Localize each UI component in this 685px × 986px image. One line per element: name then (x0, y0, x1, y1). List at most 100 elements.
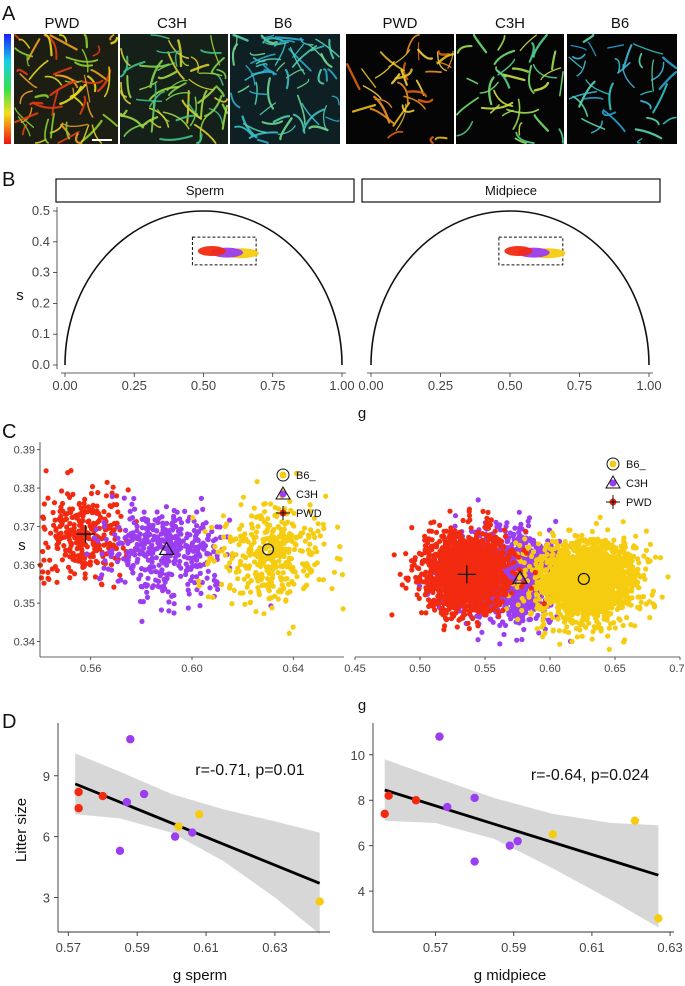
point-b6 (281, 553, 287, 560)
sperm-cell (296, 78, 310, 89)
point-b6 (637, 574, 643, 580)
point-pwd (111, 502, 117, 508)
point-b6 (556, 628, 563, 634)
point-b6 (268, 501, 274, 507)
sperm-cell (167, 82, 187, 97)
point-c3h (161, 558, 168, 565)
point-b6 (665, 574, 671, 580)
cluster-pwd (504, 246, 533, 257)
sperm-cell (479, 81, 499, 94)
sperm-cell (234, 34, 238, 50)
point-b6 (277, 574, 284, 580)
point-c3h (189, 563, 196, 570)
point-b6 (521, 560, 527, 566)
point-b6 (282, 537, 288, 543)
point-b6 (643, 566, 649, 572)
point-b6 (269, 575, 276, 581)
sperm-cell (200, 49, 222, 54)
point-c3h (227, 517, 233, 523)
point-b6 (229, 601, 235, 607)
sperm-cell (91, 124, 103, 144)
point-b6 (642, 576, 648, 582)
point-c3h (209, 528, 215, 535)
point-pwd (64, 524, 70, 530)
point-b6 (320, 521, 326, 528)
sperm-cell (190, 63, 210, 72)
point-b6 (650, 588, 657, 594)
point-b6 (335, 524, 341, 530)
point-b6 (554, 604, 561, 611)
point-b6 (248, 521, 255, 527)
point-c3h (516, 529, 522, 536)
sperm-cell (152, 82, 157, 116)
sperm-cell (658, 71, 678, 91)
point-pwd (95, 490, 101, 496)
sperm-cell (221, 104, 229, 130)
point-c3h (171, 546, 177, 552)
point-c3h (162, 579, 168, 585)
sperm-cell (197, 86, 216, 104)
point-b6 (266, 583, 272, 590)
point-b6 (239, 522, 245, 529)
point-pwd (79, 517, 85, 524)
point-c3h (178, 531, 184, 537)
sperm-cell (568, 90, 598, 100)
sperm-cell (662, 116, 677, 125)
point-b6 (548, 560, 555, 566)
x-tick-label: 0.75 (567, 378, 592, 393)
point-b6 (212, 543, 218, 550)
point-pwd (110, 484, 116, 490)
point-pwd (93, 510, 100, 516)
point-b6 (301, 525, 308, 531)
point-c3h (186, 591, 192, 597)
sperm-cell (80, 119, 103, 143)
point-pwd (76, 558, 82, 564)
sperm-cell (237, 85, 250, 93)
point-c3h (122, 579, 128, 585)
sperm-cell (242, 122, 267, 133)
point-pwd (59, 557, 65, 563)
centroid-b6 (261, 543, 275, 556)
point-c3h (150, 537, 156, 543)
point-b6 (265, 576, 271, 582)
point-b6 (262, 501, 268, 507)
point-pwd (87, 523, 93, 529)
sperm-cell (493, 89, 514, 107)
point-b6 (545, 541, 551, 547)
point-b6 (190, 515, 196, 521)
point-pwd (45, 544, 51, 550)
point-b6 (582, 545, 588, 551)
sperm-cell (14, 47, 34, 58)
point-pwd (85, 519, 91, 525)
point-b6 (528, 610, 535, 616)
panel-label-b: B (2, 169, 15, 191)
point-pwd (70, 491, 76, 497)
point-c3h (115, 535, 121, 541)
sperm-cell (13, 112, 39, 124)
point-c3h (109, 493, 115, 500)
point-b6 (278, 541, 285, 547)
point-b6 (273, 548, 279, 554)
sperm-cell (436, 53, 455, 65)
point-pwd (59, 488, 65, 494)
point-b6 (246, 563, 253, 569)
point-b6 (616, 616, 622, 622)
point-pwd (66, 529, 72, 535)
point-b6 (235, 576, 241, 582)
point-b6 (242, 563, 248, 569)
point-b6 (620, 573, 626, 579)
point-b6 (621, 541, 627, 547)
sperm-cell (59, 83, 87, 105)
point-c3h (205, 551, 211, 557)
point-b6 (595, 613, 601, 619)
point-c3h (195, 537, 201, 543)
point-b6 (568, 575, 574, 581)
point-pwd (57, 508, 63, 514)
point-c3h (185, 605, 191, 611)
sperm-cell (27, 38, 41, 61)
panel-label-d: D (2, 711, 16, 733)
point-b6 (246, 546, 252, 552)
point-b6 (618, 579, 625, 585)
sperm-cell (214, 97, 228, 103)
point-c3h (154, 545, 160, 552)
